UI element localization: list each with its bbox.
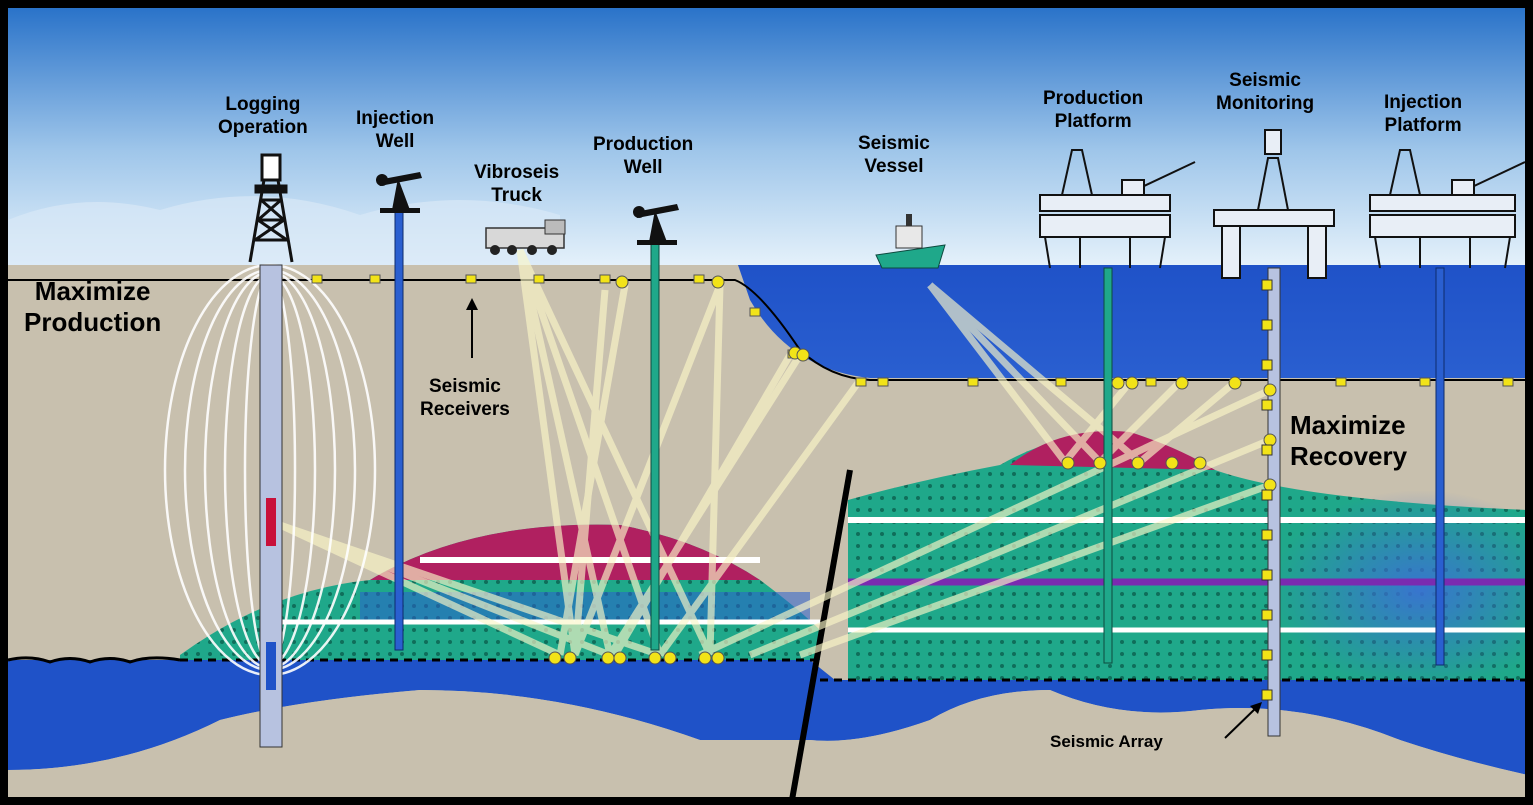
- logging-operation-line1: Logging: [225, 94, 301, 115]
- seismic-monitoring-platform-icon: [1213, 129, 1335, 279]
- production-platform-line1: Production: [1043, 88, 1144, 109]
- array-arrow: [1224, 705, 1259, 739]
- monitoring-bore: [1267, 267, 1281, 737]
- injection-platform-icon: [1369, 149, 1526, 269]
- vibroseis-truck-label: Vibroseis Truck: [474, 162, 559, 208]
- injection-platform-label: Injection Platform: [1384, 92, 1462, 138]
- production-well-pumpjack: [633, 204, 679, 245]
- maximize-production-line1: Maximize: [34, 276, 151, 306]
- logging-tool-source: [266, 498, 276, 546]
- seismic-vessel-icon: [875, 214, 946, 269]
- production-platform-icon: [1039, 149, 1196, 269]
- maximize-recovery-line1: Maximize: [1290, 410, 1406, 440]
- injection-well-line2: Well: [375, 130, 415, 152]
- production-well-line1: Production: [593, 134, 694, 155]
- injection-well-pumpjack: [376, 172, 422, 213]
- vibroseis-truck-line1: Vibroseis: [474, 162, 560, 183]
- seismic-vessel-label: Seismic Vessel: [858, 133, 930, 179]
- seismic-monitoring-line1: Seismic: [1229, 70, 1301, 91]
- production-platform-label: Production Platform: [1043, 88, 1143, 134]
- seismic-rays: [278, 248, 1272, 659]
- maximize-recovery-line2: Recovery: [1290, 441, 1408, 472]
- reflection-points: [548, 275, 1277, 665]
- seismic-receivers-line2: Receivers: [420, 398, 510, 420]
- seismic-vessel-line2: Vessel: [864, 155, 924, 177]
- production-platform-line2: Platform: [1054, 110, 1132, 132]
- logging-operation-label: Logging Operation: [218, 94, 308, 140]
- sea: [738, 265, 1528, 378]
- seismic-receivers-label: Seismic Receivers: [420, 376, 510, 422]
- vibroseis-truck-icon: [485, 219, 566, 255]
- logging-tool-receiver: [266, 642, 276, 690]
- seismic-array-sensors: [1261, 279, 1273, 701]
- fault-line: [789, 469, 853, 801]
- production-well-bore: [650, 239, 660, 651]
- injection-well-label: Injection Well: [356, 108, 434, 154]
- lower-formation: [8, 660, 1528, 775]
- injection-well-bore: [394, 209, 404, 651]
- seismic-receivers-line1: Seismic: [428, 376, 501, 397]
- injection-platform-line1: Injection: [1384, 92, 1463, 113]
- logging-derrick: [248, 153, 294, 263]
- seismic-monitoring-line2: Monitoring: [1216, 92, 1315, 114]
- vibroseis-truck-line2: Truck: [491, 184, 542, 206]
- maximize-production-label: Maximize Production: [24, 276, 161, 338]
- injection-platform-bore: [1435, 267, 1445, 666]
- production-well-line2: Well: [623, 156, 663, 178]
- production-well-label: Production Well: [593, 134, 693, 180]
- logging-operation-line2: Operation: [218, 116, 308, 138]
- maximize-production-line2: Production: [24, 307, 162, 338]
- injection-platform-line2: Platform: [1384, 114, 1462, 136]
- seismic-array-label: Seismic Array: [1050, 732, 1163, 751]
- maximize-recovery-label: Maximize Recovery: [1290, 410, 1407, 472]
- seismic-vessel-line1: Seismic: [858, 133, 930, 154]
- injection-well-line1: Injection: [356, 108, 435, 129]
- seismic-monitoring-label: Seismic Monitoring: [1216, 70, 1314, 116]
